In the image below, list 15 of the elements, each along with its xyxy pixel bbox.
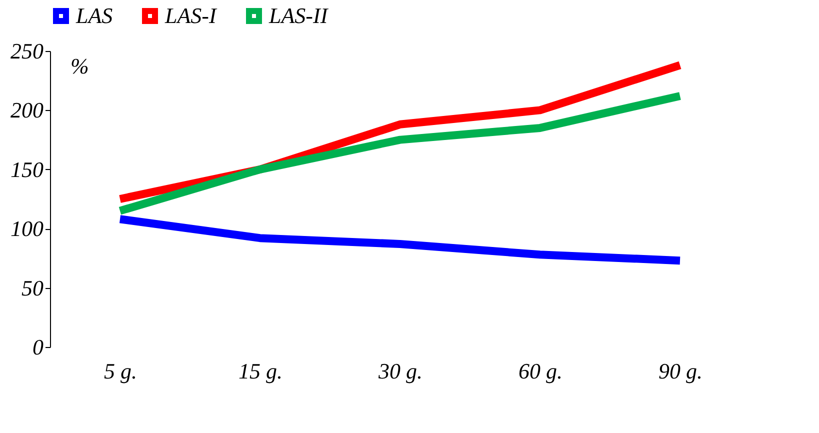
y-axis-title: % <box>70 54 89 78</box>
x-tick-label: 60 g. <box>518 358 562 384</box>
y-tick-label: 50 <box>22 275 44 300</box>
x-tick-label: 15 g. <box>238 358 282 384</box>
y-tick-label: 200 <box>10 98 44 123</box>
y-tick-label: 150 <box>10 156 44 182</box>
x-tick-label: 30 g. <box>378 358 422 384</box>
legend-label: LAS-II <box>268 3 330 28</box>
x-tick-label: 5 g. <box>104 358 137 384</box>
y-tick-label: 100 <box>10 216 44 242</box>
y-tick-label: 0 <box>32 334 44 360</box>
legend-label: LAS <box>75 3 113 28</box>
x-tick-label: 90 g. <box>658 358 702 384</box>
legend-label: LAS-I <box>164 3 218 28</box>
y-tick-label: 250 <box>10 38 44 64</box>
